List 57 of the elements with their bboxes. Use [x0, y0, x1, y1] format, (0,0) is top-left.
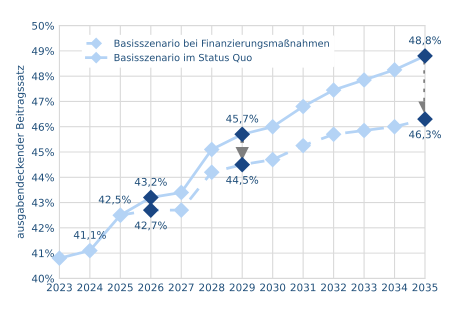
data-label: 45,7%: [226, 114, 258, 124]
legend-label: Basisszenario im Status Quo: [114, 54, 252, 62]
point: [234, 157, 250, 172]
data-label: 42,5%: [98, 196, 131, 205]
y-tick-label: 47%: [32, 98, 54, 106]
y-tick-label: 43%: [32, 198, 54, 207]
data-label: 46,3%: [408, 130, 441, 140]
x-tick-label: 2023: [46, 283, 72, 292]
x-tick-label: 2024: [77, 283, 103, 292]
point: [112, 208, 128, 223]
data-label: 42,7%: [134, 221, 167, 230]
point: [417, 48, 433, 64]
point: [417, 112, 433, 127]
y-tick-label: 48%: [32, 72, 54, 80]
point: [326, 126, 342, 142]
y-tick-label: 45%: [32, 148, 54, 156]
point: [204, 164, 220, 180]
y-axis-title: ausgabendeckender Beitragssatz: [16, 66, 26, 238]
point: [174, 202, 189, 218]
y-tick-label: 41%: [32, 249, 54, 258]
point: [356, 122, 372, 138]
point: [143, 202, 158, 218]
point: [356, 72, 372, 88]
data-label: 41,1%: [74, 230, 106, 240]
y-tick-label: 40%: [32, 274, 54, 283]
point: [265, 152, 280, 168]
x-tick-label: 2025: [108, 283, 133, 292]
data-label: 48,8%: [408, 36, 441, 46]
x-tick-label: 2029: [230, 283, 255, 292]
x-tick-label: 2030: [260, 283, 286, 292]
point: [296, 138, 311, 154]
legend-label: Basisszenario bei Finanzierungsmaßnahmen: [114, 39, 329, 49]
data-label: 44,5%: [226, 176, 258, 185]
y-tick-label: 44%: [32, 174, 54, 182]
x-tick-label: 2033: [352, 283, 376, 292]
x-tick-label: 2027: [168, 283, 194, 292]
point: [326, 82, 342, 98]
data-label: 43,2%: [134, 178, 167, 187]
y-tick-label: 42%: [32, 224, 54, 232]
point: [143, 190, 158, 206]
y-tick-label: 46%: [32, 122, 54, 131]
point: [82, 243, 98, 258]
x-tick-label: 2035: [412, 283, 438, 292]
x-tick-label: 2034: [382, 283, 408, 292]
point: [386, 62, 402, 78]
x-tick-label: 2031: [290, 283, 316, 292]
x-tick-label: 2026: [138, 283, 164, 292]
x-tick-label: 2028: [199, 283, 224, 292]
y-tick-label: 50%: [32, 22, 54, 30]
point: [386, 119, 402, 134]
point: [265, 119, 280, 134]
point: [234, 126, 250, 142]
point: [174, 184, 189, 200]
y-tick-label: 49%: [32, 47, 54, 55]
x-tick-label: 2032: [321, 283, 346, 292]
point: [296, 98, 311, 114]
point: [204, 142, 220, 158]
